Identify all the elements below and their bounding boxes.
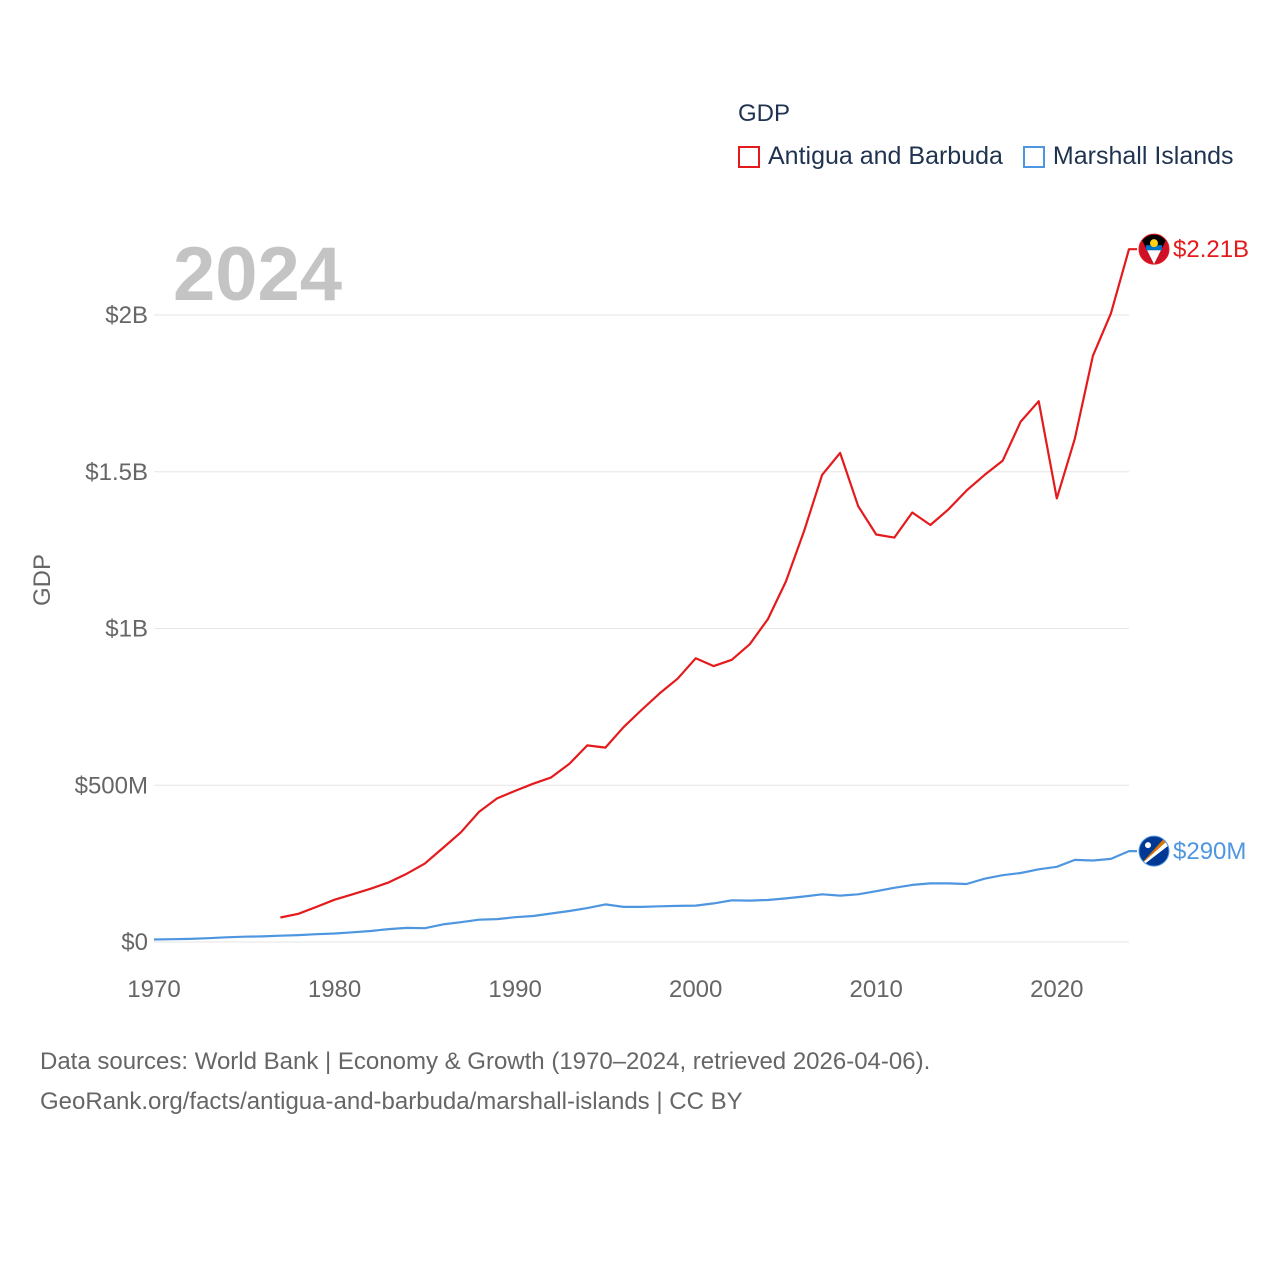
y-tick-label: $2B (105, 302, 148, 329)
x-tick-label: 1980 (308, 976, 361, 1003)
series-line-antigua-and-barbuda[interactable] (280, 248, 1137, 919)
end-label-antigua-and-barbuda: $2.21B (1173, 236, 1249, 263)
legend-swatch-antigua-and-barbuda (738, 145, 760, 168)
legend-title: GDP (738, 100, 791, 127)
x-tick-label: 2000 (669, 976, 722, 1003)
y-tick-label: $1.5B (85, 459, 148, 486)
x-tick-label: 1990 (488, 976, 541, 1003)
x-tick-label: 2020 (1030, 976, 1083, 1003)
legend: Antigua and Barbuda Marshall Islands (738, 142, 1254, 171)
footer-url: GeoRank.org/facts/antigua-and-barbuda/ma… (40, 1088, 743, 1115)
marshall-islands-flag-icon (1138, 835, 1170, 867)
legend-label-marshall-islands: Marshall Islands (1052, 142, 1234, 170)
y-tick-label: $0 (121, 929, 148, 956)
gridlines (154, 314, 1129, 943)
y-tick-label: $1B (105, 616, 148, 643)
legend-item-marshall-islands[interactable]: Marshall Islands (1022, 142, 1234, 171)
y-tick-label: $500M (75, 772, 148, 799)
end-labels: $2.21B $290M (1138, 233, 1249, 867)
year-watermark: 2024 (173, 232, 342, 317)
legend-item-antigua-and-barbuda[interactable]: Antigua and Barbuda (738, 142, 1003, 171)
antigua-and-barbuda-flag-icon (1138, 233, 1170, 265)
footer-sources: Data sources: World Bank | Economy & Gro… (40, 1048, 931, 1075)
x-tick-label: 1970 (127, 976, 180, 1003)
y-axis-label: GDP (29, 554, 56, 606)
series-line-marshall-islands[interactable] (153, 849, 1137, 941)
footer: Data sources: World Bank | Economy & Gro… (40, 1042, 930, 1122)
end-label-marshall-islands: $290M (1173, 838, 1246, 865)
x-tick-label: 2010 (850, 976, 903, 1003)
y-axis-ticks: $0 $500M $1B $1.5B $2B (75, 302, 148, 956)
series-lines (153, 248, 1137, 941)
legend-swatch-marshall-islands (1022, 145, 1045, 168)
x-axis-ticks: 1970 1980 1990 2000 2010 2020 (127, 976, 1083, 1003)
legend-label-antigua-and-barbuda: Antigua and Barbuda (768, 142, 1003, 170)
